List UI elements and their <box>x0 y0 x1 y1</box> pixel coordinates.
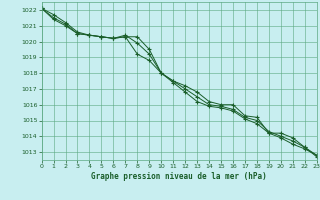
X-axis label: Graphe pression niveau de la mer (hPa): Graphe pression niveau de la mer (hPa) <box>91 172 267 181</box>
